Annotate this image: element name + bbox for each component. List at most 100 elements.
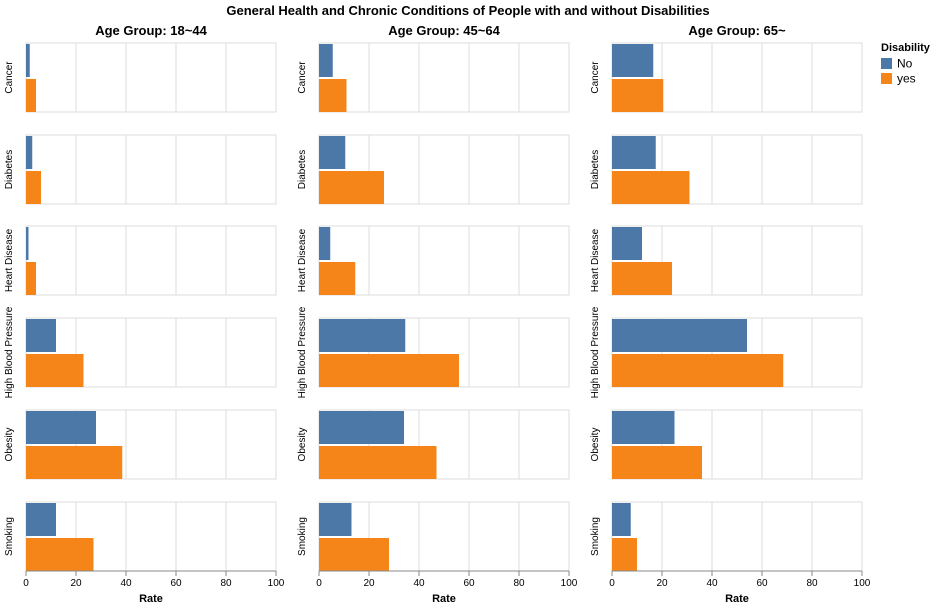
x-tick-label: 0 [316,578,322,589]
panel-frame [318,134,570,205]
bar-no-cancer-65 [612,44,654,77]
bar-yes-smoking-65 [612,538,637,571]
x-tick-label: 80 [513,578,525,589]
panel-frame [611,134,863,205]
bar-no-smoking-18-44 [26,503,56,536]
bar-yes-heart-disease-45-64 [319,262,356,295]
bar-no-obesity-65 [612,411,675,444]
bar-yes-cancer-18-44 [26,79,36,112]
bar-yes-diabetes-65 [612,171,690,204]
panel-obesity-18-44: Obesity [4,409,277,480]
panel-frame [25,317,277,388]
x-tick-label: 80 [220,578,232,589]
bar-no-diabetes-65 [612,136,656,169]
bar-no-obesity-45-64 [319,411,404,444]
bar-yes-heart-disease-18-44 [26,262,36,295]
row-label-heart-disease: Heart Disease [297,228,308,292]
x-tick-label: 60 [756,578,768,589]
bar-no-smoking-65 [612,503,631,536]
bar-no-heart-disease-18-44 [26,227,29,260]
x-tick-label: 60 [463,578,475,589]
panel-smoking-45-64: Smoking 0 20 40 60 80 100 Rate [297,501,578,605]
row-label-smoking: Smoking [4,517,15,556]
legend-swatch-no [881,58,892,69]
bar-yes-diabetes-45-64 [319,171,384,204]
x-tick-label: 100 [561,578,578,589]
row-label-diabetes: Diabetes [4,150,15,189]
column-header-45-64: Age Group: 45~64 [388,23,500,38]
x-tick-label: 100 [854,578,871,589]
legend-label-no: No [897,57,913,71]
row-label-diabetes: Diabetes [297,150,308,189]
bar-no-cancer-45-64 [319,44,333,77]
x-axis-title: Rate [139,593,163,605]
panel-frame [611,42,863,113]
column-header-65: Age Group: 65~ [688,23,786,38]
x-axis-title: Rate [432,593,456,605]
x-tick-label: 0 [609,578,615,589]
x-tick-label: 20 [656,578,668,589]
x-tick-label: 80 [806,578,818,589]
row-label-heart-disease: Heart Disease [590,228,601,292]
bar-yes-cancer-65 [612,79,664,112]
row-label-cancer: Cancer [590,61,601,94]
panel-high-blood-pressure-45-64: High Blood Pressure [297,306,570,398]
bar-no-high-blood-pressure-65 [612,319,747,352]
legend-label-yes: yes [897,72,916,86]
panel-diabetes-45-64: Diabetes [297,134,570,205]
bar-no-heart-disease-65 [612,227,642,260]
panel-smoking-65: Smoking 0 20 40 60 80 100 Rate [590,501,871,605]
bar-no-heart-disease-45-64 [319,227,331,260]
row-label-cancer: Cancer [4,61,15,94]
x-tick-label: 40 [120,578,132,589]
bar-yes-smoking-45-64 [319,538,389,571]
legend-title: Disability [881,42,931,54]
panel-cancer-45-64: Cancer [297,42,570,113]
bar-no-high-blood-pressure-18-44 [26,319,56,352]
bar-yes-cancer-45-64 [319,79,347,112]
panel-frame [25,225,277,296]
panel-smoking-18-44: Smoking 0 20 40 60 80 100 Rate [4,501,285,605]
chart-title: General Health and Chronic Conditions of… [226,3,709,18]
bar-yes-obesity-65 [612,446,702,479]
x-tick-label: 100 [268,578,285,589]
row-label-obesity: Obesity [590,428,601,462]
panel-frame [25,134,277,205]
x-tick-label: 20 [70,578,82,589]
bar-no-smoking-45-64 [319,503,352,536]
x-tick-label: 20 [363,578,375,589]
panel-high-blood-pressure-65: High Blood Pressure [590,306,863,398]
bar-yes-high-blood-pressure-65 [612,354,784,387]
panel-heart-disease-45-64: Heart Disease [297,225,570,296]
bar-yes-high-blood-pressure-45-64 [319,354,459,387]
panel-frame [25,42,277,113]
legend-swatch-yes [881,73,892,84]
bar-yes-smoking-18-44 [26,538,94,571]
row-label-cancer: Cancer [297,61,308,94]
bar-yes-obesity-45-64 [319,446,437,479]
panel-cancer-65: Cancer [590,42,863,113]
panel-heart-disease-65: Heart Disease [590,225,863,296]
row-label-high-blood-pressure: High Blood Pressure [297,306,308,398]
x-axis-title: Rate [725,593,749,605]
bar-no-cancer-18-44 [26,44,30,77]
panel-frame [611,225,863,296]
x-tick-label: 60 [170,578,182,589]
row-label-high-blood-pressure: High Blood Pressure [590,306,601,398]
bar-yes-obesity-18-44 [26,446,123,479]
row-label-smoking: Smoking [297,517,308,556]
panel-frame [611,501,863,572]
panel-frame [318,409,570,480]
bar-yes-diabetes-18-44 [26,171,41,204]
row-label-obesity: Obesity [4,428,15,462]
panel-obesity-45-64: Obesity [297,409,570,480]
column-header-18-44: Age Group: 18~44 [95,23,207,38]
x-tick-label: 40 [706,578,718,589]
bar-no-diabetes-45-64 [319,136,346,169]
panel-high-blood-pressure-18-44: High Blood Pressure [4,306,277,398]
panel-frame [318,42,570,113]
panel-diabetes-65: Diabetes [590,134,863,205]
row-label-smoking: Smoking [590,517,601,556]
